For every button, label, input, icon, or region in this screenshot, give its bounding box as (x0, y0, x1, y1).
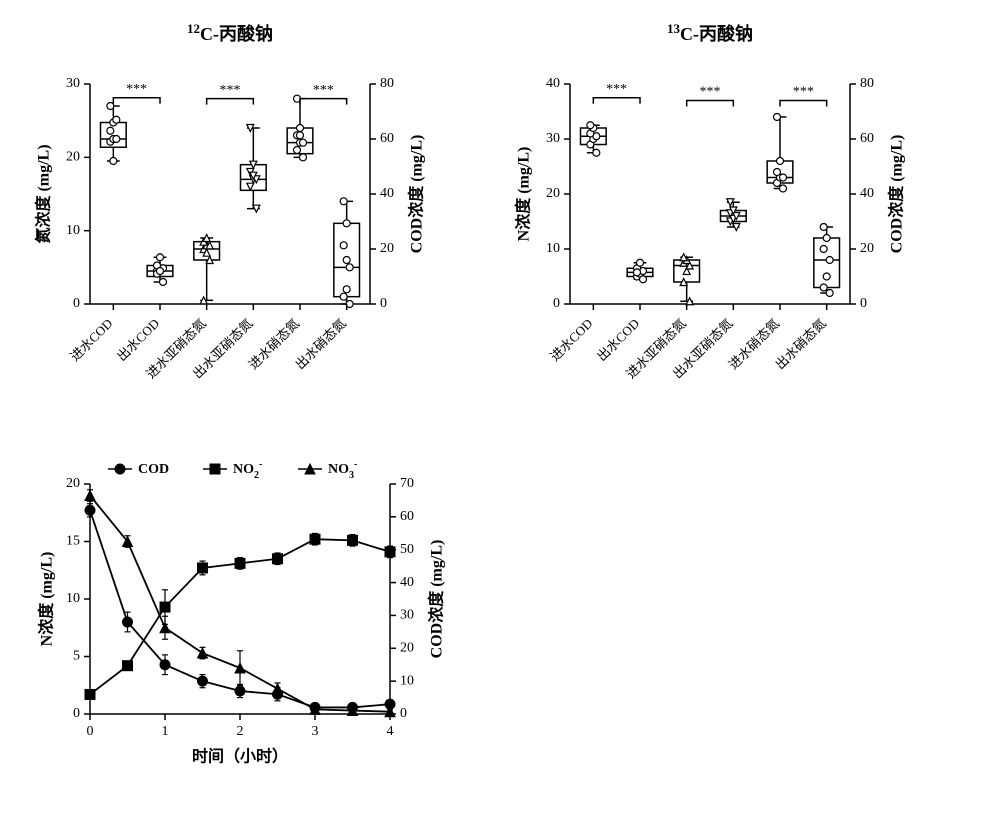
chart-bottom: 0 5 10 15 20 0 10 20 30 40 50 60 70 0 1 2 3 4 N浓度 (mg/L) CO… (20, 444, 980, 784)
svg-text:10: 10 (66, 591, 80, 606)
boxplot-right: 0 10 20 30 40 0 20 40 60 80 N浓度 (mg/L) COD浓度 (mg/L)… (500, 54, 920, 414)
svg-text:40: 40 (400, 575, 414, 590)
svg-text:30: 30 (546, 131, 560, 146)
title-main: C-丙酸钠 (200, 24, 273, 44)
svg-text:40: 40 (546, 76, 560, 91)
svg-text:COD浓度 (mg/L): COD浓度 (mg/L) (887, 135, 906, 254)
svg-text:20: 20 (66, 476, 80, 491)
svg-text:80: 80 (380, 76, 394, 91)
svg-text:40: 40 (860, 186, 874, 201)
title-prefix: 13 (667, 21, 680, 36)
svg-text:出水COD: 出水COD (594, 316, 642, 364)
svg-text:20: 20 (66, 150, 80, 165)
svg-text:30: 30 (400, 608, 414, 623)
svg-text:4: 4 (387, 724, 394, 739)
svg-text:***: *** (220, 83, 241, 98)
svg-text:50: 50 (400, 542, 414, 557)
svg-text:0: 0 (860, 296, 867, 311)
svg-text:***: *** (793, 85, 814, 100)
boxplot-left: 0 10 20 30 0 20 40 60 80 氮浓度 (mg/L) COD浓度 (mg/L) 进水… (20, 54, 440, 414)
svg-text:15: 15 (66, 534, 80, 549)
svg-text:3: 3 (312, 724, 319, 739)
svg-text:时间（小时）: 时间（小时） (192, 747, 288, 766)
svg-text:0: 0 (400, 706, 407, 721)
title-prefix: 12 (187, 21, 200, 36)
svg-text:10: 10 (400, 673, 414, 688)
svg-text:0: 0 (73, 706, 80, 721)
svg-text:10: 10 (66, 223, 80, 238)
svg-text:0: 0 (553, 296, 560, 311)
svg-text:进水COD: 进水COD (67, 316, 115, 364)
svg-text:10: 10 (546, 241, 560, 256)
svg-text:COD浓度 (mg/L): COD浓度 (mg/L) (427, 540, 446, 659)
svg-text:氮浓度 (mg/L): 氮浓度 (mg/L) (34, 144, 53, 243)
svg-text:0: 0 (380, 296, 387, 311)
svg-text:20: 20 (400, 641, 414, 656)
svg-text:N浓度 (mg/L): N浓度 (mg/L) (514, 147, 533, 242)
svg-text:N浓度 (mg/L): N浓度 (mg/L) (37, 552, 56, 647)
svg-text:1: 1 (162, 724, 169, 739)
svg-text:20: 20 (546, 186, 560, 201)
svg-text:40: 40 (380, 186, 394, 201)
svg-text:20: 20 (380, 241, 394, 256)
svg-text:***: *** (606, 82, 627, 97)
svg-text:出水硝态氮: 出水硝态氮 (772, 316, 829, 373)
svg-text:2: 2 (237, 724, 244, 739)
chart-top-right: 13C-丙酸钠 0 10 20 30 40 0 20 40 60 80 N浓度 (mg/L) COD浓… (500, 20, 920, 414)
title-top-left: 12C-丙酸钠 (187, 20, 273, 46)
svg-text:出水COD: 出水COD (114, 316, 162, 364)
svg-text:70: 70 (400, 476, 414, 491)
svg-text:30: 30 (66, 76, 80, 91)
title-top-right: 13C-丙酸钠 (667, 20, 753, 46)
svg-text:0: 0 (73, 296, 80, 311)
svg-text:***: *** (700, 85, 721, 100)
svg-text:***: *** (313, 83, 334, 98)
svg-text:出水硝态氮: 出水硝态氮 (292, 316, 349, 373)
line-chart: 0 5 10 15 20 0 10 20 30 40 50 60 70 0 1 2 3 4 N浓度 (mg/L) CO… (20, 444, 460, 784)
svg-text:0: 0 (87, 724, 94, 739)
svg-text:60: 60 (400, 509, 414, 524)
svg-text:60: 60 (860, 131, 874, 146)
svg-text:80: 80 (860, 76, 874, 91)
top-row: 12C-丙酸钠 0102030020406080氮浓度 (mg/L)COD浓度 … (20, 20, 980, 414)
svg-text:***: *** (126, 82, 147, 97)
svg-text:COD浓度 (mg/L): COD浓度 (mg/L) (407, 135, 426, 254)
svg-text:20: 20 (860, 241, 874, 256)
svg-text:60: 60 (380, 131, 394, 146)
svg-text:进水COD: 进水COD (547, 316, 595, 364)
chart-top-left: 12C-丙酸钠 0 10 20 30 0 20 40 60 80 氮浓度 (mg/L) COD浓度 … (20, 20, 440, 414)
svg-text:5: 5 (73, 649, 80, 664)
figure-container: 12C-丙酸钠 0102030020406080氮浓度 (mg/L)COD浓度 … (20, 20, 980, 784)
svg-text:COD: COD (138, 462, 169, 477)
title-main: C-丙酸钠 (680, 24, 753, 44)
svg-text:NO3-: NO3- (328, 459, 357, 481)
svg-text:NO2-: NO2- (233, 459, 262, 481)
